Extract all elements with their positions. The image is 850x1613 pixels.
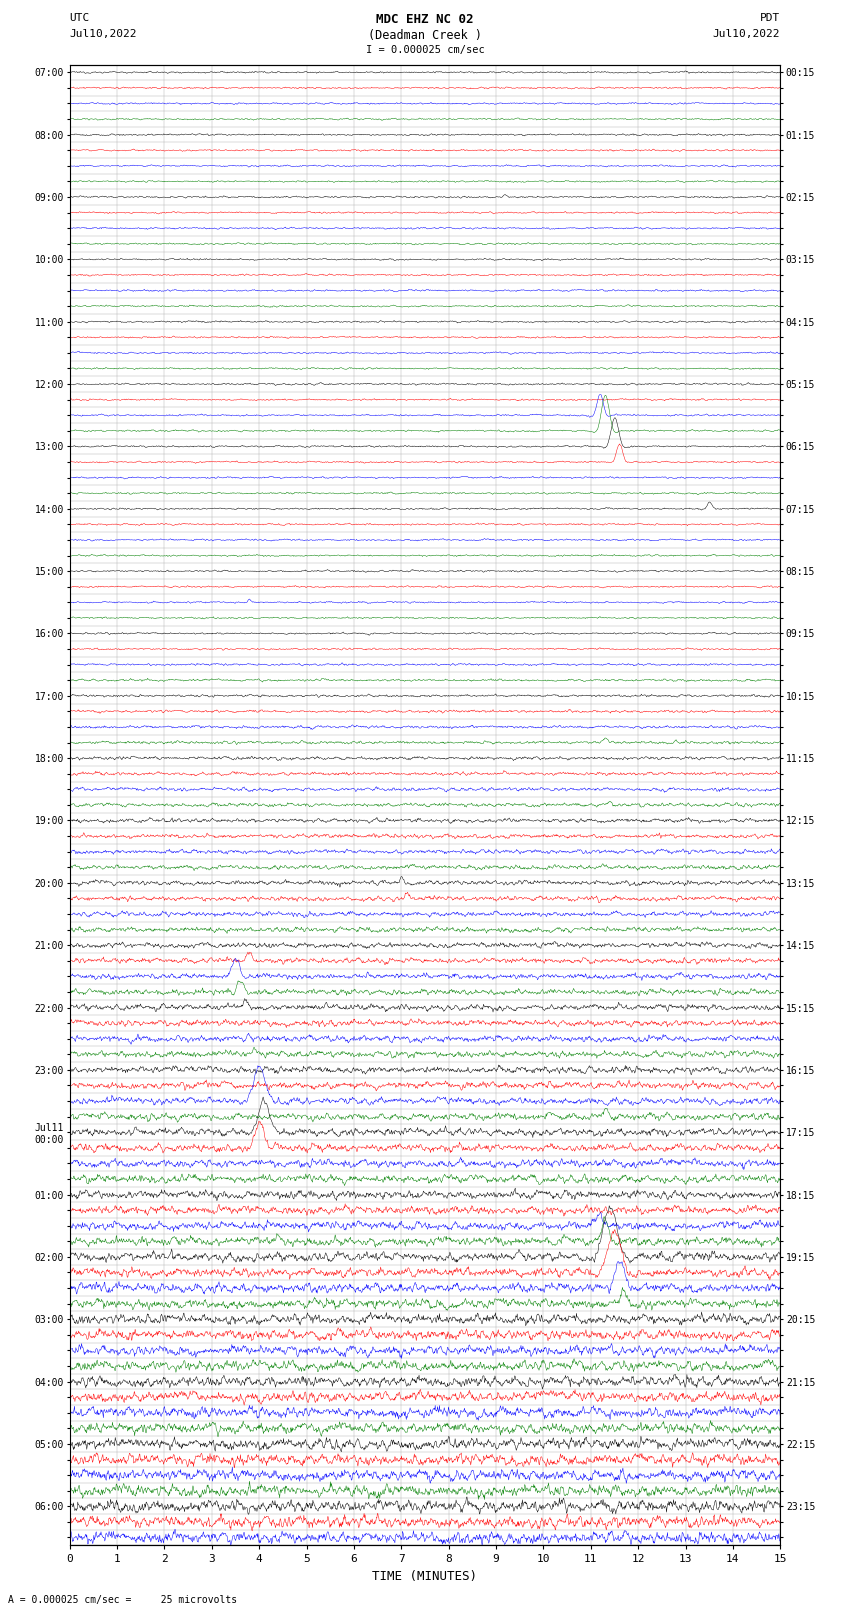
Text: A = 0.000025 cm/sec =     25 microvolts: A = 0.000025 cm/sec = 25 microvolts <box>8 1595 238 1605</box>
Text: UTC: UTC <box>70 13 90 23</box>
Text: I = 0.000025 cm/sec: I = 0.000025 cm/sec <box>366 45 484 55</box>
Text: Jul10,2022: Jul10,2022 <box>713 29 780 39</box>
Text: (Deadman Creek ): (Deadman Creek ) <box>368 29 482 42</box>
Text: PDT: PDT <box>760 13 780 23</box>
Text: Jul10,2022: Jul10,2022 <box>70 29 137 39</box>
Text: MDC EHZ NC 02: MDC EHZ NC 02 <box>377 13 473 26</box>
X-axis label: TIME (MINUTES): TIME (MINUTES) <box>372 1569 478 1582</box>
